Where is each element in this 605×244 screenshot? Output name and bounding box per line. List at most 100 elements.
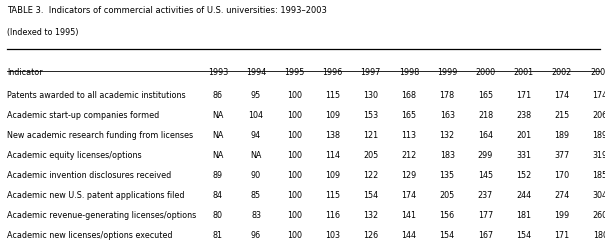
Text: 205: 205 (440, 191, 455, 200)
Text: 1993: 1993 (208, 68, 228, 77)
Text: 165: 165 (478, 91, 493, 100)
Text: Academic new licenses/options executed: Academic new licenses/options executed (7, 231, 173, 240)
Text: NA: NA (212, 131, 223, 140)
Text: Indicator: Indicator (7, 68, 43, 77)
Text: 185: 185 (593, 171, 605, 180)
Text: Academic new U.S. patent applications filed: Academic new U.S. patent applications fi… (7, 191, 185, 200)
Text: 299: 299 (478, 151, 493, 160)
Text: 80: 80 (213, 211, 223, 220)
Text: 83: 83 (251, 211, 261, 220)
Text: 174: 174 (402, 191, 416, 200)
Text: 377: 377 (554, 151, 569, 160)
Text: 96: 96 (251, 231, 261, 240)
Text: 189: 189 (554, 131, 569, 140)
Text: 153: 153 (363, 111, 378, 120)
Text: 237: 237 (478, 191, 493, 200)
Text: 205: 205 (363, 151, 378, 160)
Text: 331: 331 (516, 151, 531, 160)
Text: 100: 100 (287, 191, 302, 200)
Text: 164: 164 (478, 131, 493, 140)
Text: 126: 126 (363, 231, 378, 240)
Text: 100: 100 (287, 171, 302, 180)
Text: 180: 180 (593, 231, 605, 240)
Text: (Indexed to 1995): (Indexed to 1995) (7, 28, 79, 37)
Text: 141: 141 (402, 211, 416, 220)
Text: 89: 89 (213, 171, 223, 180)
Text: 86: 86 (213, 91, 223, 100)
Text: 167: 167 (478, 231, 493, 240)
Text: 274: 274 (554, 191, 569, 200)
Text: 1995: 1995 (284, 68, 304, 77)
Text: 154: 154 (440, 231, 455, 240)
Text: 132: 132 (440, 131, 455, 140)
Text: 121: 121 (363, 131, 378, 140)
Text: 1997: 1997 (361, 68, 381, 77)
Text: 103: 103 (325, 231, 340, 240)
Text: NA: NA (250, 151, 262, 160)
Text: 109: 109 (325, 111, 340, 120)
Text: 144: 144 (402, 231, 416, 240)
Text: TABLE 3.  Indicators of commercial activities of U.S. universities: 1993–2003: TABLE 3. Indicators of commercial activi… (7, 6, 327, 15)
Text: 115: 115 (325, 91, 340, 100)
Text: 2001: 2001 (514, 68, 534, 77)
Text: 100: 100 (287, 111, 302, 120)
Text: 178: 178 (440, 91, 455, 100)
Text: New academic research funding from licenses: New academic research funding from licen… (7, 131, 194, 140)
Text: 84: 84 (213, 191, 223, 200)
Text: 1994: 1994 (246, 68, 266, 77)
Text: 199: 199 (554, 211, 569, 220)
Text: 94: 94 (251, 131, 261, 140)
Text: 100: 100 (287, 211, 302, 220)
Text: 170: 170 (554, 171, 569, 180)
Text: 100: 100 (287, 151, 302, 160)
Text: 174: 174 (593, 91, 605, 100)
Text: NA: NA (212, 151, 223, 160)
Text: 2002: 2002 (552, 68, 572, 77)
Text: 132: 132 (363, 211, 378, 220)
Text: 109: 109 (325, 171, 340, 180)
Text: 95: 95 (251, 91, 261, 100)
Text: 201: 201 (516, 131, 531, 140)
Text: 156: 156 (440, 211, 455, 220)
Text: 115: 115 (325, 191, 340, 200)
Text: 130: 130 (363, 91, 378, 100)
Text: 1998: 1998 (399, 68, 419, 77)
Text: 181: 181 (516, 211, 531, 220)
Text: 154: 154 (516, 231, 531, 240)
Text: 116: 116 (325, 211, 340, 220)
Text: 171: 171 (554, 231, 569, 240)
Text: 238: 238 (516, 111, 531, 120)
Text: 215: 215 (554, 111, 569, 120)
Text: 189: 189 (593, 131, 605, 140)
Text: 319: 319 (593, 151, 605, 160)
Text: 152: 152 (516, 171, 531, 180)
Text: 129: 129 (401, 171, 417, 180)
Text: 183: 183 (440, 151, 455, 160)
Text: 138: 138 (325, 131, 340, 140)
Text: 90: 90 (251, 171, 261, 180)
Text: 104: 104 (249, 111, 264, 120)
Text: Academic equity licenses/options: Academic equity licenses/options (7, 151, 142, 160)
Text: 85: 85 (251, 191, 261, 200)
Text: 122: 122 (363, 171, 378, 180)
Text: 1996: 1996 (322, 68, 342, 77)
Text: 177: 177 (478, 211, 493, 220)
Text: Academic start-up companies formed: Academic start-up companies formed (7, 111, 160, 120)
Text: 165: 165 (402, 111, 416, 120)
Text: 135: 135 (440, 171, 455, 180)
Text: 174: 174 (554, 91, 569, 100)
Text: Academic revenue-generating licenses/options: Academic revenue-generating licenses/opt… (7, 211, 197, 220)
Text: 163: 163 (440, 111, 455, 120)
Text: 206: 206 (593, 111, 605, 120)
Text: 100: 100 (287, 91, 302, 100)
Text: 113: 113 (402, 131, 416, 140)
Text: 100: 100 (287, 131, 302, 140)
Text: 260: 260 (593, 211, 605, 220)
Text: 100: 100 (287, 231, 302, 240)
Text: 218: 218 (478, 111, 493, 120)
Text: 244: 244 (516, 191, 531, 200)
Text: 304: 304 (593, 191, 605, 200)
Text: 81: 81 (213, 231, 223, 240)
Text: 114: 114 (325, 151, 340, 160)
Text: Academic invention disclosures received: Academic invention disclosures received (7, 171, 171, 180)
